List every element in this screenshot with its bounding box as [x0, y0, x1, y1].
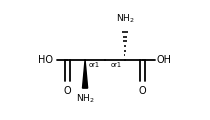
Text: OH: OH — [157, 55, 172, 65]
Text: or1: or1 — [110, 62, 121, 68]
Text: or1: or1 — [89, 62, 100, 68]
Text: NH$_2$: NH$_2$ — [76, 93, 94, 105]
Polygon shape — [83, 60, 88, 88]
Text: O: O — [64, 86, 71, 96]
Text: HO: HO — [38, 55, 53, 65]
Text: O: O — [139, 86, 146, 96]
Text: NH$_2$: NH$_2$ — [116, 12, 134, 25]
